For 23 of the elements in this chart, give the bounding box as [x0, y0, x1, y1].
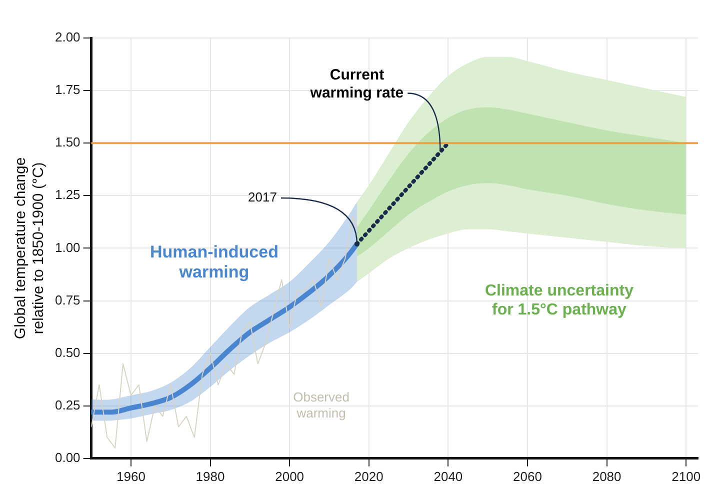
x-tick-label: 2060	[513, 468, 542, 484]
x-tick-label: 1980	[196, 468, 225, 484]
y-axis-title: Global temperature change relative to 1850-1900 (°C)	[12, 157, 48, 340]
x-tick-label: 2000	[275, 468, 304, 484]
y-tick-label: 1.50	[54, 134, 80, 150]
x-tick-label: 1960	[116, 468, 146, 484]
text: Observed warming	[293, 389, 350, 420]
x-tick-label: 2020	[354, 468, 384, 484]
series-label: Human-induced warming	[150, 242, 278, 282]
x-tick-label: 2080	[592, 468, 622, 484]
y-tick-label: 0.25	[54, 397, 80, 412]
y-tick-label: 1.00	[54, 240, 80, 255]
y-tick-label: 2.00	[54, 30, 80, 45]
y-tick-label: 0.75	[54, 292, 80, 308]
x-tick-label: 2040	[434, 468, 463, 484]
y-tick-label: 0.00	[54, 450, 80, 465]
y-tick-label: 1.75	[54, 82, 80, 98]
y-tick-label: 1.25	[54, 187, 80, 202]
y-tick-label: 0.50	[54, 344, 80, 360]
text: Current warming rate	[309, 66, 404, 102]
annotation: Climate uncertainty for 1.5°C pathway	[484, 282, 634, 319]
x-tick-label: 2100	[672, 468, 701, 484]
annotation: 2017	[248, 190, 277, 205]
